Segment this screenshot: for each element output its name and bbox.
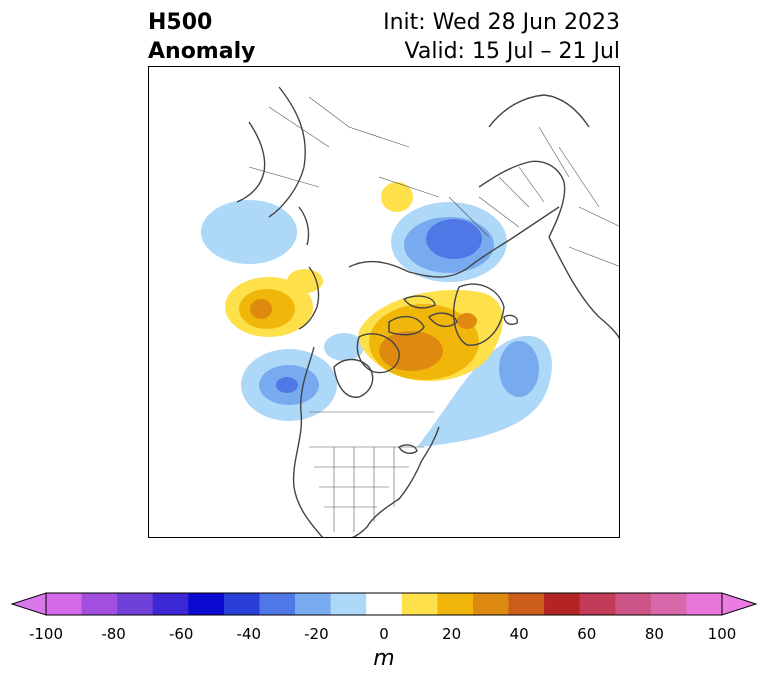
- colorbar-cell: [615, 593, 652, 615]
- colorbar-cell: [330, 593, 367, 615]
- colorbar-cells: [10, 592, 758, 616]
- colorbar-over-arrow: [721, 592, 758, 616]
- init-date-label: Init: Wed 28 Jun 2023: [383, 10, 620, 35]
- colorbar-tick-label: -60: [168, 625, 194, 643]
- anomaly-shading: [201, 182, 552, 447]
- pos-anomaly-siberia: [381, 182, 413, 212]
- colorbar-cell: [366, 593, 403, 615]
- colorbar-cell: [295, 593, 332, 615]
- colorbar-tick-label: 20: [442, 625, 462, 643]
- colorbar-cell: [686, 593, 723, 615]
- colorbar-cell: [579, 593, 616, 615]
- colorbar-tick-label: -80: [101, 625, 126, 643]
- colorbar-cell: [188, 593, 225, 615]
- colorbar-tick-label: 80: [644, 625, 664, 643]
- colorbar-cell: [437, 593, 474, 615]
- colorbar-cell: [544, 593, 581, 615]
- colorbar-cell: [472, 593, 510, 615]
- land-outlines: [236, 86, 619, 537]
- colorbar-cell: [401, 593, 438, 615]
- colorbar-cell: [508, 593, 545, 615]
- colorbar-tick-label: 0: [379, 625, 389, 643]
- colorbar-tick-label: 40: [509, 625, 529, 643]
- colorbar-under-arrow: [10, 592, 47, 616]
- colorbar-cell: [259, 593, 296, 615]
- field-label: Anomaly: [148, 39, 256, 64]
- variable-label: H500: [148, 10, 213, 35]
- colorbar-tick-label: -100: [28, 625, 64, 643]
- neg-anomaly-asia: [201, 200, 297, 264]
- colorbar: [10, 588, 758, 624]
- colorbar-tick-label: 60: [577, 625, 597, 643]
- anomaly-map: [148, 66, 620, 538]
- colorbar-cell: [81, 593, 118, 615]
- colorbar-cell: [117, 593, 154, 615]
- colorbar-tick-label: -40: [236, 625, 262, 643]
- political-borders: [248, 96, 619, 532]
- colorbar-tick-label: 100: [707, 625, 737, 643]
- colorbar-cell: [152, 593, 189, 615]
- colorbar-tick-label: -20: [304, 625, 329, 643]
- colorbar-cell: [650, 593, 687, 615]
- plot-title-left: H500 Anomaly: [148, 8, 255, 66]
- valid-range-label: Valid: 15 Jul – 21 Jul: [404, 39, 620, 64]
- colorbar-frame: [45, 592, 723, 616]
- colorbar-unit-label: m: [373, 646, 395, 671]
- colorbar-cell: [223, 593, 260, 615]
- colorbar-cell: [46, 593, 83, 615]
- plot-title-right: Init: Wed 28 Jun 2023 Valid: 15 Jul – 21…: [383, 8, 620, 66]
